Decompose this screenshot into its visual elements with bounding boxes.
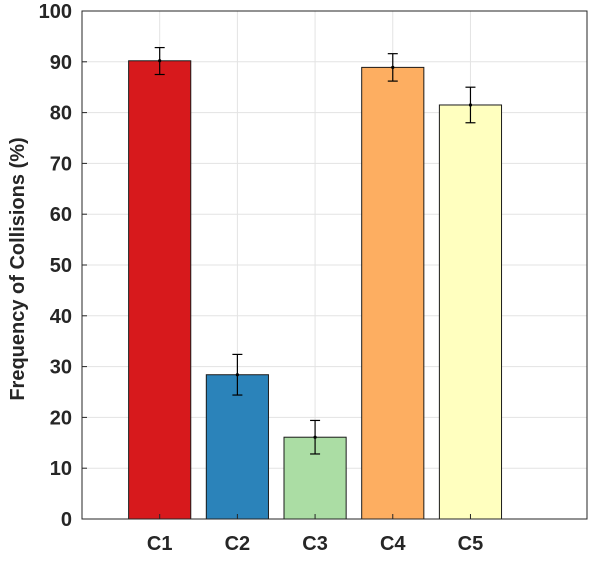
mean-marker (313, 435, 317, 439)
x-tick-label: C4 (380, 533, 406, 555)
bar-c2 (205, 374, 269, 520)
y-tick-label: 50 (50, 255, 72, 277)
y-tick-label: 70 (50, 153, 72, 175)
y-tick-label: 20 (50, 407, 72, 429)
x-tick-label: C2 (225, 533, 251, 555)
x-tick-label: C3 (302, 533, 328, 555)
y-tick-label: 80 (50, 103, 72, 125)
bar-c5 (438, 104, 503, 520)
y-tick-label: 90 (50, 52, 72, 74)
x-tick-label: C5 (458, 533, 484, 555)
mean-marker (468, 103, 473, 107)
y-tick-label: 10 (50, 458, 72, 480)
y-tick-label: 30 (50, 357, 72, 379)
mean-marker (235, 373, 239, 377)
mean-marker (158, 59, 162, 63)
y-axis: 0 10 20 30 40 50 60 70 80 90 100 (39, 1, 87, 531)
y-tick-label: 60 (50, 204, 72, 226)
y-tick-label: 0 (61, 509, 72, 531)
bar-c4 (361, 66, 425, 520)
bar-c1 (128, 60, 192, 520)
y-tick-label: 40 (50, 306, 72, 328)
mean-marker (391, 65, 395, 69)
error-bars (154, 46, 476, 455)
x-axis: C1 C2 C3 C4 C5 (147, 514, 483, 555)
y-tick-label: 100 (39, 1, 72, 23)
y-axis-label: Frequency of Collisions (%) (7, 137, 29, 400)
x-tick-label: C1 (147, 533, 173, 555)
bars (128, 60, 503, 520)
